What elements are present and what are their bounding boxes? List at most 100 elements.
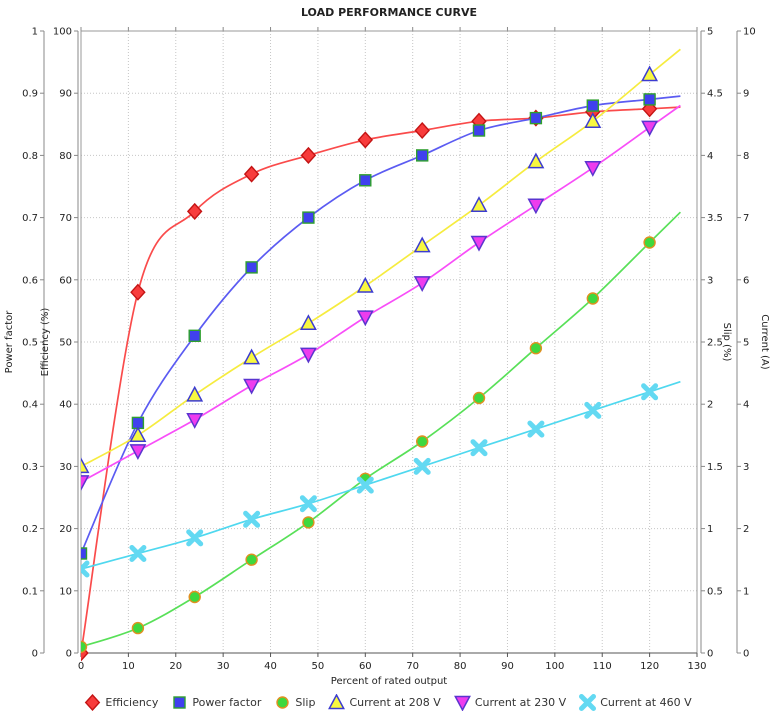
data-point [413, 276, 431, 292]
marker-triangle-up [328, 693, 346, 709]
series-current-at-460-v [81, 380, 681, 578]
marker-square [188, 329, 201, 342]
tick-label: 0.1 [22, 586, 38, 597]
data-point [584, 161, 602, 177]
data-point [641, 383, 659, 401]
marker-circle [416, 435, 429, 448]
current-axis-title: Current (A) [759, 314, 770, 369]
legend-item-current-230: Current at 230 V [453, 694, 567, 711]
tick-label: 60 [359, 661, 372, 672]
tick-label: 0.3 [22, 462, 38, 473]
marker-triangle-down [413, 276, 431, 292]
current-230-triangle-icon [453, 694, 471, 711]
x-axis-title: Percent of rated output [331, 676, 448, 687]
tick-label: 40 [59, 400, 72, 411]
marker-x [243, 510, 261, 528]
tick-label: 0 [66, 649, 72, 660]
data-point [527, 152, 545, 169]
legend-label: Slip [295, 695, 316, 709]
tick-label: 120 [640, 661, 659, 672]
current-460-x-icon [579, 693, 597, 711]
marker-circle [529, 342, 543, 355]
data-point [416, 149, 429, 162]
data-point [357, 131, 374, 149]
legend-marker-glyph [328, 693, 346, 709]
data-point [243, 510, 261, 528]
series-line [81, 106, 681, 654]
legend-marker-glyph [579, 693, 597, 711]
tick-label: 7 [743, 213, 749, 224]
tick-label: 10 [122, 661, 135, 672]
marker-triangle-up [129, 426, 147, 443]
legend-item-current-208: Current at 208 V [328, 693, 441, 711]
tick-label: 0.6 [22, 275, 38, 286]
marker-circle [586, 292, 599, 305]
tick-label: 0 [743, 649, 749, 660]
data-point [243, 348, 261, 365]
marker-triangle-down [641, 120, 659, 137]
legend-item-slip: Slip [274, 694, 315, 711]
marker-x [413, 457, 431, 475]
legend-label: Power factor [192, 695, 262, 709]
legend-label: Current at 460 V [600, 695, 692, 709]
tick-label: 30 [59, 462, 72, 473]
marker-triangle-up [413, 236, 431, 253]
marker-triangle-down [584, 161, 602, 177]
marker-x [81, 560, 90, 578]
data-point [243, 165, 260, 183]
current-axis: 0 1 2 3 4 5 6 7 8 9 10 [736, 27, 756, 660]
marker-x [129, 545, 147, 562]
marker-x [186, 529, 204, 547]
tick-label: 4 [707, 151, 713, 162]
marker-x [641, 383, 659, 401]
legend-item-power-factor: Power factor [171, 694, 261, 711]
tick-label: 0 [707, 649, 713, 660]
data-point [245, 261, 258, 274]
data-point [186, 413, 204, 429]
chart-legend: Efficiency Power factor Slip Current at … [0, 690, 776, 714]
x-axis: 0 10 20 30 40 50 60 70 80 90 100 110 120 130 [78, 652, 707, 672]
chart-title: LOAD PERFORMANCE CURVE [301, 6, 477, 19]
data-point [643, 236, 656, 249]
tick-label: 4 [743, 400, 749, 411]
series-power-factor [81, 93, 681, 560]
marker-triangle-down [527, 198, 545, 215]
gridlines [80, 27, 698, 654]
data-point [413, 457, 431, 475]
tick-label: 100 [545, 661, 564, 672]
tick-label: 50 [312, 661, 325, 672]
tick-label: 1 [743, 586, 749, 597]
data-point [81, 457, 90, 474]
marker-square [643, 93, 656, 106]
marker-diamond [300, 146, 317, 164]
marker-diamond [186, 202, 203, 220]
tick-label: 5 [707, 27, 713, 38]
tick-label: 70 [59, 213, 72, 224]
data-point [586, 99, 599, 112]
data-point [299, 314, 317, 331]
marker-square [173, 695, 187, 709]
marker-square [359, 174, 372, 187]
marker-circle [276, 695, 290, 709]
tick-label: 20 [59, 524, 72, 535]
tick-label: 60 [59, 275, 72, 286]
legend-label: Current at 230 V [474, 695, 567, 709]
marker-triangle-up [470, 196, 488, 212]
tick-label: 2 [707, 400, 713, 411]
plot-border [80, 30, 698, 654]
data-point [245, 553, 258, 566]
tick-label: 50 [59, 338, 72, 349]
tick-label: 80 [59, 151, 72, 162]
marker-square [81, 547, 88, 560]
series-current-at-230-v [81, 104, 681, 491]
marker-diamond [85, 693, 101, 711]
data-point [416, 435, 429, 448]
marker-square [245, 261, 258, 274]
efficiency-diamond-icon [84, 693, 101, 711]
tick-label: 8 [743, 151, 749, 162]
tick-label: 10 [743, 27, 756, 38]
marker-circle [131, 621, 145, 635]
data-point [81, 547, 88, 560]
legend-item-efficiency: Efficiency [84, 693, 158, 711]
